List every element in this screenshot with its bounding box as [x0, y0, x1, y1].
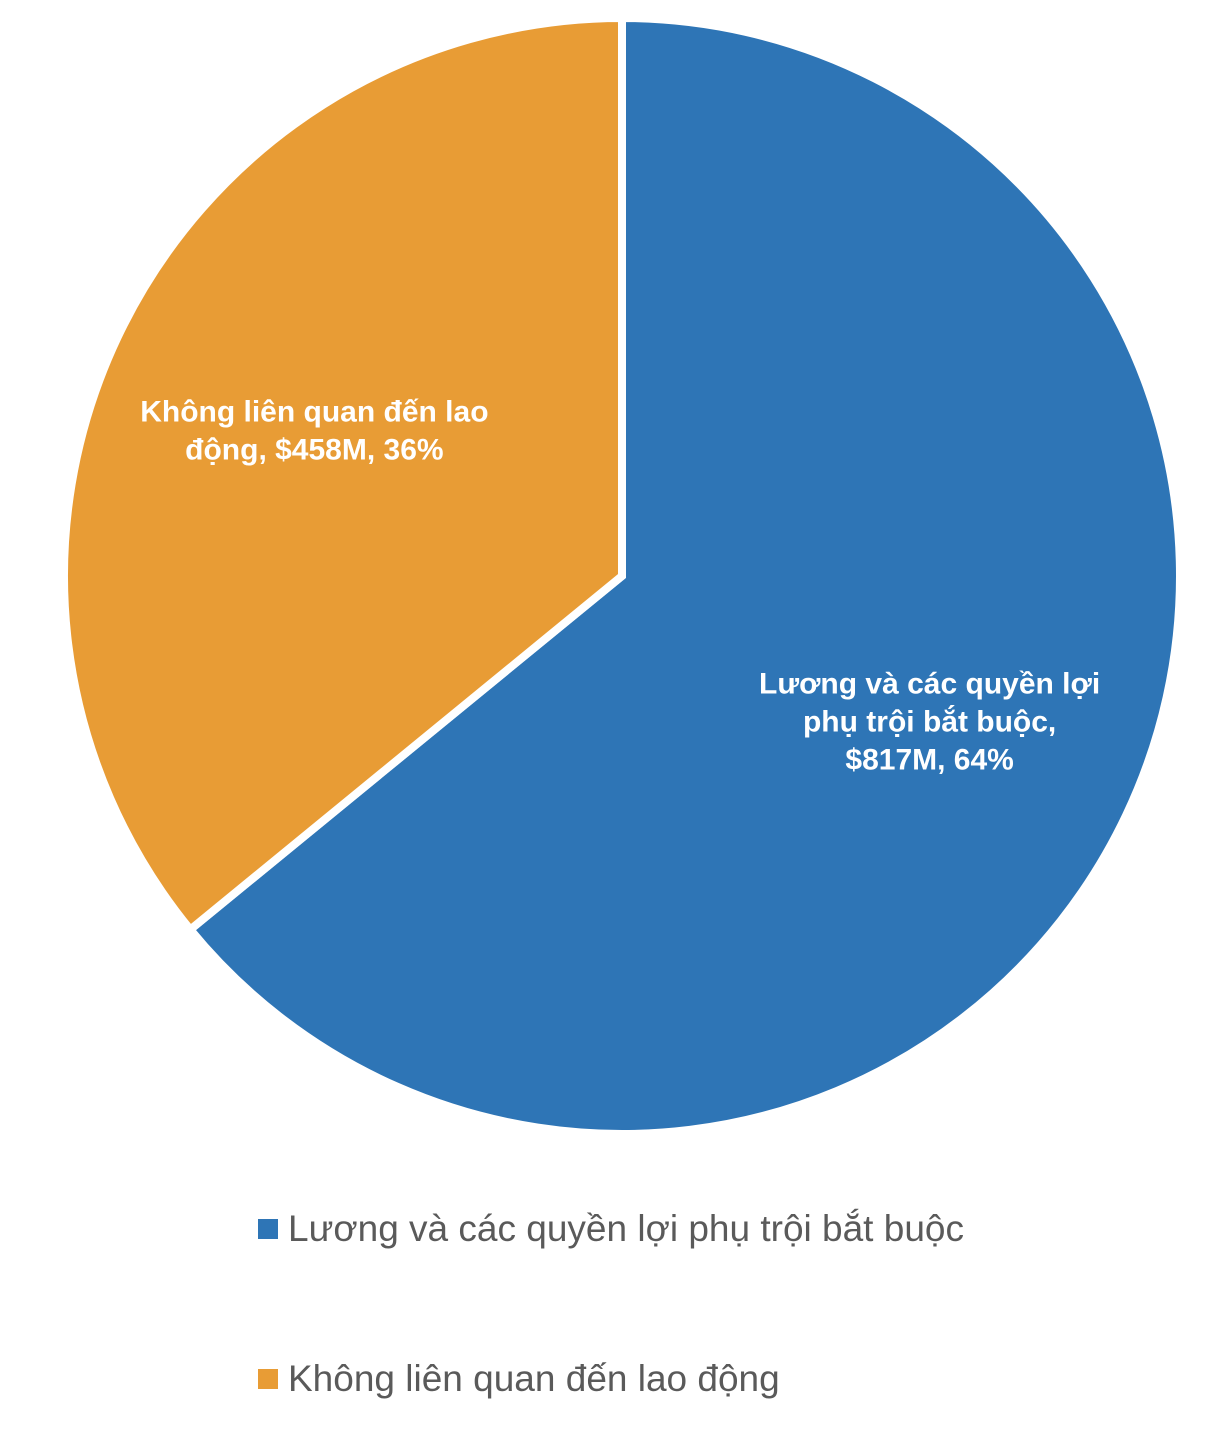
legend-label-non-labor: Không liên quan đến lao động [288, 1358, 780, 1399]
legend-item-non-labor: Không liên quan đến lao động [258, 1358, 780, 1400]
legend-item-wages: Lương và các quyền lợi phụ trội bắt buộc [258, 1208, 964, 1250]
pie-chart-svg: Lương và các quyền lợi phụ trội bắt buộc,… [60, 13, 1184, 1138]
legend-swatch-non-labor [258, 1369, 278, 1389]
legend-swatch-wages [258, 1219, 278, 1239]
slice-label-non-labor: Không liên quan đến lao động, $458M, 36% [140, 395, 488, 466]
pie-slice-wages [184, 13, 1184, 1138]
legend-label-wages: Lương và các quyền lợi phụ trội bắt buộc [288, 1208, 964, 1249]
pie-slice-non-labor [60, 13, 626, 936]
slice-label-wages: Lương và các quyền lợi phụ trội bắt buộc,… [759, 668, 1100, 777]
